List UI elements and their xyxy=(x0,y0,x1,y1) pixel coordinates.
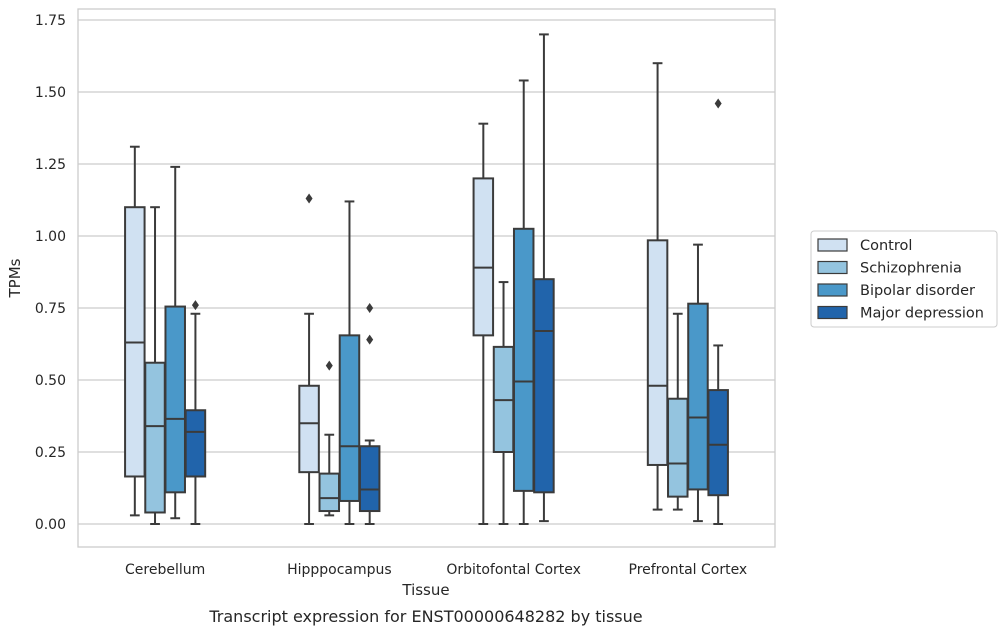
x-tick-label: Prefrontal Cortex xyxy=(629,562,748,578)
outlier-point xyxy=(305,193,313,204)
legend-swatch xyxy=(817,283,848,297)
outlier-point xyxy=(191,300,199,311)
x-tick-label: Orbitofontal Cortex xyxy=(446,562,581,578)
y-tick-label: 1.75 xyxy=(35,13,66,29)
box xyxy=(707,389,729,497)
x-tick-label: Cerebellum xyxy=(125,562,205,578)
box xyxy=(646,239,669,466)
y-axis-label: TPMs xyxy=(6,258,24,298)
x-tick-label: Hipppocampus xyxy=(287,562,392,578)
box xyxy=(472,177,495,337)
y-tick-label: 1.00 xyxy=(35,229,66,245)
box xyxy=(298,384,320,474)
legend: Control Schizophrenia Bipolar disorder Majo… xyxy=(810,230,998,328)
y-axis-ticks: 0.00 0.25 0.50 0.75 1.00 1.25 1.50 1.75 xyxy=(35,13,66,533)
box xyxy=(144,361,166,514)
box xyxy=(338,334,361,502)
y-tick-label: 0.50 xyxy=(35,373,66,389)
legend-label: Major depression xyxy=(860,306,984,322)
box xyxy=(687,302,709,491)
box-groups xyxy=(124,33,729,525)
outlier-point xyxy=(366,303,374,313)
outlier-point xyxy=(366,334,374,345)
plot-frame xyxy=(77,8,776,548)
legend-label: Control xyxy=(860,238,912,254)
box xyxy=(318,472,341,513)
legend-label: Bipolar disorder xyxy=(860,283,975,299)
y-tick-label: 1.25 xyxy=(35,157,66,173)
box xyxy=(667,397,689,498)
legend-label: Schizophrenia xyxy=(860,261,962,277)
y-tick-label: 0.75 xyxy=(35,301,66,317)
box xyxy=(358,445,381,513)
x-axis-label: Tissue xyxy=(401,581,449,599)
legend-swatch xyxy=(817,305,848,320)
box xyxy=(533,278,555,494)
legend-swatch xyxy=(817,238,848,252)
x-axis-ticks: Cerebellum Hipppocampus Orbitofontal Corte… xyxy=(125,562,747,578)
y-tick-label: 1.50 xyxy=(35,85,66,101)
y-tick-label: 0.25 xyxy=(35,445,66,461)
chart-caption: Transcript expression for ENST0000064828… xyxy=(208,607,642,626)
outlier-point xyxy=(714,98,722,109)
outlier-point xyxy=(325,360,333,371)
y-tick-label: 0.00 xyxy=(35,517,66,533)
box xyxy=(164,305,186,494)
legend-frame xyxy=(810,230,998,328)
legend-swatch xyxy=(817,260,848,275)
box xyxy=(512,227,535,492)
box xyxy=(184,409,207,478)
